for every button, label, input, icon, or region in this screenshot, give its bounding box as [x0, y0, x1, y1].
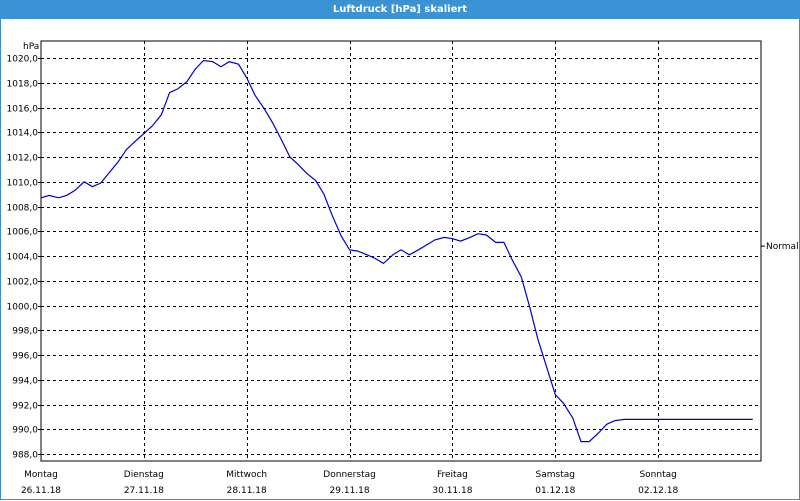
- y-tick-label: 1020,0: [7, 55, 39, 65]
- y-tick-label: 1010,0: [7, 179, 39, 189]
- x-tick-label-date: 29.11.18: [330, 486, 370, 496]
- x-tick-label-day: Samstag: [536, 470, 575, 480]
- x-tick-label-date: 26.11.18: [21, 486, 61, 496]
- y-tick-label: 1004,0: [7, 253, 39, 263]
- x-tick-label-day: Sonntag: [639, 470, 676, 480]
- y-tick-label: 990,0: [12, 426, 38, 436]
- y-tick-label: 988,0: [12, 451, 38, 461]
- x-tick-label-date: 01.12.18: [535, 486, 575, 496]
- y-tick-label: 1008,0: [7, 204, 39, 214]
- x-tick-label-date: 27.11.18: [124, 486, 164, 496]
- x-tick-label-day: Donnerstag: [323, 470, 376, 480]
- x-tick-label-day: Mittwoch: [226, 470, 267, 480]
- normal-label: Normal: [766, 242, 799, 252]
- y-tick-label: 1014,0: [7, 129, 39, 139]
- y-tick-label: 1006,0: [7, 228, 39, 238]
- plot-area: [40, 40, 762, 462]
- x-tick-label-day: Montag: [24, 470, 58, 480]
- x-tick-label-date: 30.11.18: [432, 486, 472, 496]
- y-tick-label: 1000,0: [7, 303, 39, 313]
- chart-title: Luftdruck [hPa] skaliert: [1, 1, 799, 19]
- y-tick-label: 1018,0: [7, 80, 39, 90]
- y-tick-label: 1016,0: [7, 105, 39, 115]
- y-tick-label: 998,0: [12, 327, 38, 337]
- y-tick-label: 994,0: [12, 377, 38, 387]
- y-tick-label: 1002,0: [7, 278, 39, 288]
- x-tick-label-day: Freitag: [437, 470, 468, 480]
- x-tick-label-day: Dienstag: [124, 470, 164, 480]
- pressure-line: [40, 59, 753, 443]
- y-axis-label: hPa: [23, 42, 39, 52]
- y-tick-label: 996,0: [12, 352, 38, 362]
- x-tick-label-date: 02.12.18: [638, 486, 678, 496]
- y-tick-label: 1012,0: [7, 154, 39, 164]
- y-tick-label: 992,0: [12, 402, 38, 412]
- x-tick-label-date: 28.11.18: [227, 486, 267, 496]
